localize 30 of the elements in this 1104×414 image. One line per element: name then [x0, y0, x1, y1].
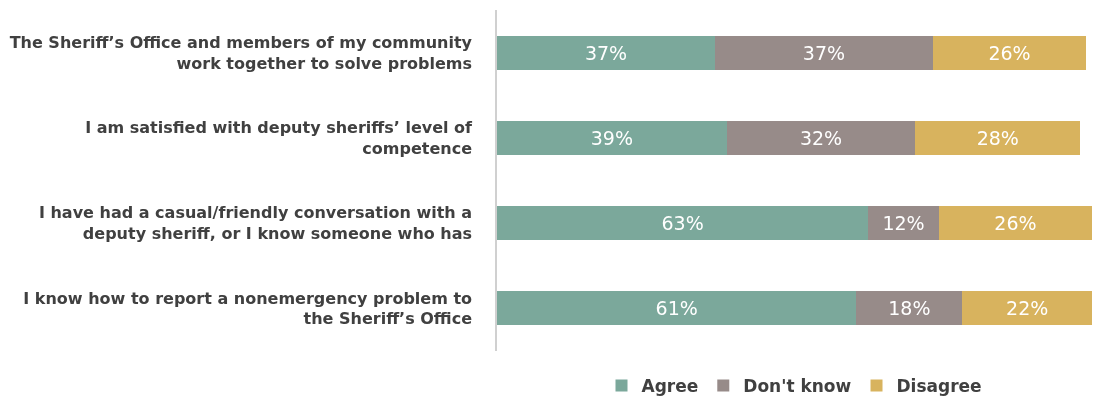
- bar: [497, 120, 727, 155]
- data-label: 26%: [994, 212, 1037, 235]
- data-label: 22%: [1006, 297, 1049, 320]
- data-label: 63%: [661, 212, 704, 235]
- bar: [932, 35, 1087, 70]
- bar: [856, 291, 963, 326]
- data-label: 39%: [590, 126, 633, 149]
- bar: [497, 35, 715, 70]
- data-label: 26%: [988, 41, 1031, 64]
- y-tick-label: I have had a casual/friendly conversation with a deputy sheriff, or I know someone who has: [38, 203, 473, 244]
- legend-label: Disagree: [896, 376, 982, 397]
- bar: [962, 291, 1092, 326]
- bar: [714, 35, 933, 70]
- bar: [497, 206, 869, 241]
- data-label: 37%: [584, 41, 628, 64]
- y-tick-label: The Sheriff’s Office and members of my community work together to solve problems: [9, 32, 473, 73]
- legend-label: Agree: [641, 376, 699, 397]
- data-label: 37%: [802, 41, 846, 64]
- data-label: 28%: [976, 126, 1019, 149]
- data-label: 61%: [655, 297, 698, 320]
- data-label: 12%: [882, 212, 925, 235]
- bar: [938, 206, 1092, 241]
- legend-label: Don't know: [743, 376, 852, 397]
- bar: [726, 120, 916, 155]
- bar: [915, 120, 1081, 155]
- y-tick-label: I am satisfied with deputy sheriffs’ level of competence: [85, 118, 474, 158]
- data-label: 18%: [888, 297, 931, 320]
- y-tick-label: I know how to report a nonemergency problem to the Sheriff’s Office: [23, 288, 473, 329]
- data-label: 32%: [799, 126, 843, 149]
- bar: [497, 291, 857, 326]
